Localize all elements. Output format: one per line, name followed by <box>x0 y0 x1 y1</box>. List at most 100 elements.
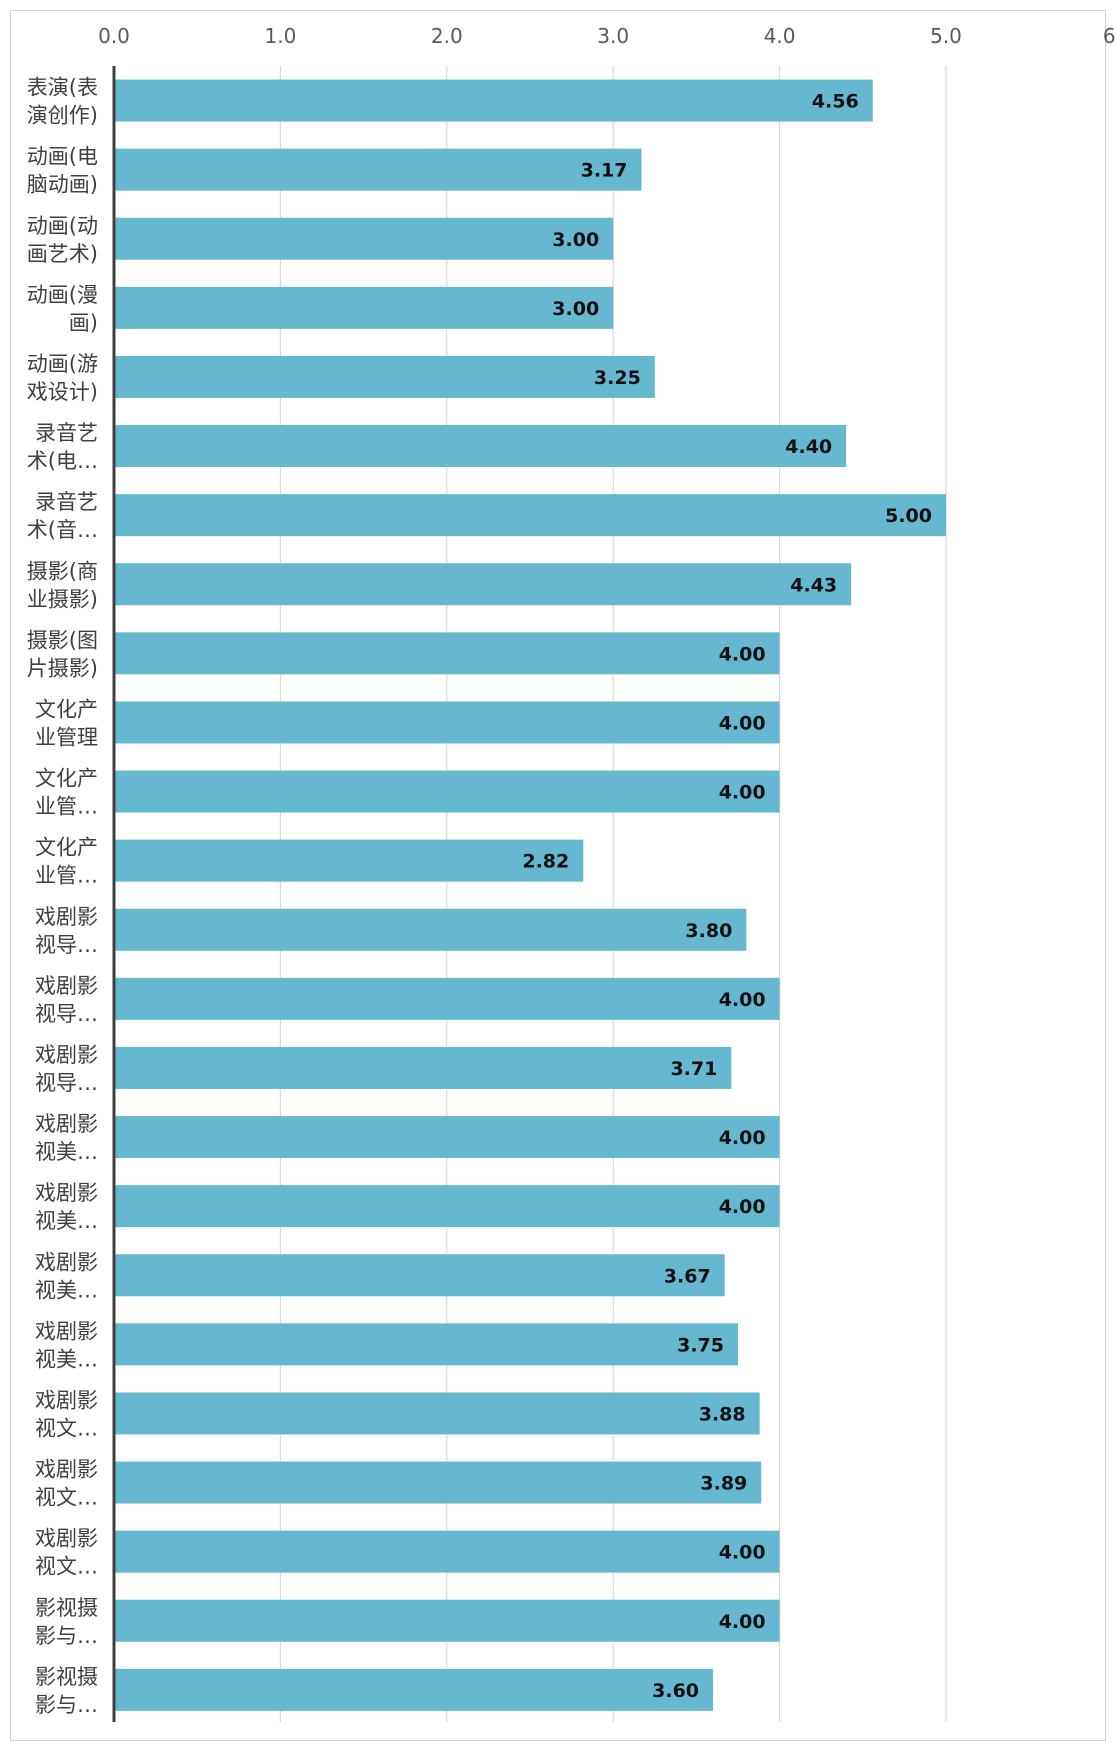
data-label: 4.40 <box>785 436 832 458</box>
category-label: 脑动画) <box>27 173 98 197</box>
category-label: 戏剧影 <box>35 1181 98 1205</box>
data-label: 4.00 <box>719 1196 766 1218</box>
bar <box>114 1392 760 1435</box>
category-label: 表演(表 <box>27 76 98 100</box>
category-label: 片摄影) <box>27 656 98 680</box>
category-label: 动画(漫 <box>27 283 98 307</box>
x-tick-label: 5.0 <box>930 24 962 48</box>
category-label: 视导… <box>35 933 98 957</box>
data-label: 4.00 <box>719 1127 766 1149</box>
bar <box>114 563 852 606</box>
category-label: 戏剧影 <box>35 1250 98 1274</box>
bar <box>114 425 847 468</box>
data-label: 3.89 <box>700 1473 747 1495</box>
x-tick-label: 6. <box>1103 24 1116 48</box>
category-label: 戏剧影 <box>35 974 98 998</box>
category-label: 动画(游 <box>27 352 98 376</box>
category-label: 戏剧影 <box>35 905 98 929</box>
x-tick-label: 4.0 <box>764 24 796 48</box>
category-label: 影视摄 <box>35 1665 98 1689</box>
data-label: 4.00 <box>719 1611 766 1633</box>
category-label: 术(音… <box>27 518 98 542</box>
category-label: 业管理 <box>35 725 98 749</box>
bar <box>114 286 614 329</box>
category-label: 戏剧影 <box>35 1112 98 1136</box>
value-labels: 4.56 3.17 3.00 3.00 3.25 4.40 5.00 4.43 4.00 4.00… <box>522 91 932 1702</box>
category-label: 视导… <box>35 1002 98 1026</box>
x-tick-label: 0.0 <box>98 24 130 48</box>
x-axis-ticks: 0.0 1.0 2.0 3.0 4.0 5.0 6. <box>98 24 1116 48</box>
category-label: 业管… <box>35 864 98 888</box>
category-label: 视美… <box>35 1140 98 1164</box>
category-label: 影与… <box>35 1693 98 1717</box>
category-label: 动画(动 <box>27 214 98 238</box>
data-label: 3.88 <box>699 1403 746 1425</box>
category-label: 录音艺 <box>35 421 98 445</box>
category-label: 业摄影) <box>27 587 98 611</box>
bar <box>114 1668 714 1711</box>
x-tick-label: 1.0 <box>264 24 296 48</box>
category-label: 视美… <box>35 1347 98 1371</box>
category-label: 视文… <box>35 1486 98 1510</box>
x-tick-label: 3.0 <box>597 24 629 48</box>
category-label: 录音艺 <box>35 490 98 514</box>
data-label: 3.75 <box>677 1334 724 1356</box>
category-label: 视美… <box>35 1209 98 1233</box>
category-label: 文化产 <box>35 697 98 721</box>
category-label: 文化产 <box>35 836 98 860</box>
data-label: 3.67 <box>664 1265 711 1287</box>
category-label: 戏设计) <box>27 380 98 404</box>
category-label: 戏剧影 <box>35 1388 98 1412</box>
category-label: 戏剧影 <box>35 1043 98 1067</box>
category-label: 视导… <box>35 1071 98 1095</box>
data-label: 4.00 <box>719 782 766 804</box>
category-label: 视文… <box>35 1555 98 1579</box>
bar <box>114 1116 780 1159</box>
gridlines <box>279 66 947 1722</box>
bar <box>114 908 747 951</box>
category-label: 文化产 <box>35 767 98 791</box>
category-label: 影与… <box>35 1624 98 1648</box>
category-label: 视美… <box>35 1278 98 1302</box>
category-label: 戏剧影 <box>35 1458 98 1482</box>
bar <box>114 701 780 744</box>
data-label: 4.00 <box>719 643 766 665</box>
bar <box>114 148 642 191</box>
bar <box>114 839 584 882</box>
data-label: 3.17 <box>581 160 628 182</box>
data-label: 3.00 <box>552 298 599 320</box>
bar <box>114 1185 780 1228</box>
bar <box>114 79 873 122</box>
category-label: 演创作) <box>27 104 98 128</box>
bar <box>114 977 780 1020</box>
data-label: 3.60 <box>652 1680 699 1702</box>
category-label: 视文… <box>35 1416 98 1440</box>
bar <box>114 217 614 260</box>
bars <box>114 79 946 1711</box>
data-label: 4.00 <box>719 1542 766 1564</box>
bar <box>114 1254 725 1297</box>
category-label: 摄影(图 <box>27 628 98 652</box>
category-label: 摄影(商 <box>27 559 98 583</box>
data-label: 2.82 <box>522 851 569 873</box>
x-tick-label: 2.0 <box>431 24 463 48</box>
bar <box>114 1530 780 1573</box>
chart-frame <box>10 10 1106 1741</box>
category-label: 戏剧影 <box>35 1319 98 1343</box>
bar <box>114 770 780 813</box>
data-label: 4.43 <box>790 574 837 596</box>
data-label: 3.71 <box>670 1058 717 1080</box>
bar <box>114 632 780 675</box>
bar <box>114 1599 780 1642</box>
bar <box>114 494 946 537</box>
data-label: 5.00 <box>885 505 932 527</box>
category-label: 动画(电 <box>27 145 98 169</box>
data-label: 3.80 <box>685 920 732 942</box>
category-label: 画艺术) <box>27 242 98 266</box>
data-label: 4.00 <box>719 989 766 1011</box>
bar <box>114 1323 738 1366</box>
bar <box>114 355 655 398</box>
data-label: 4.00 <box>719 712 766 734</box>
